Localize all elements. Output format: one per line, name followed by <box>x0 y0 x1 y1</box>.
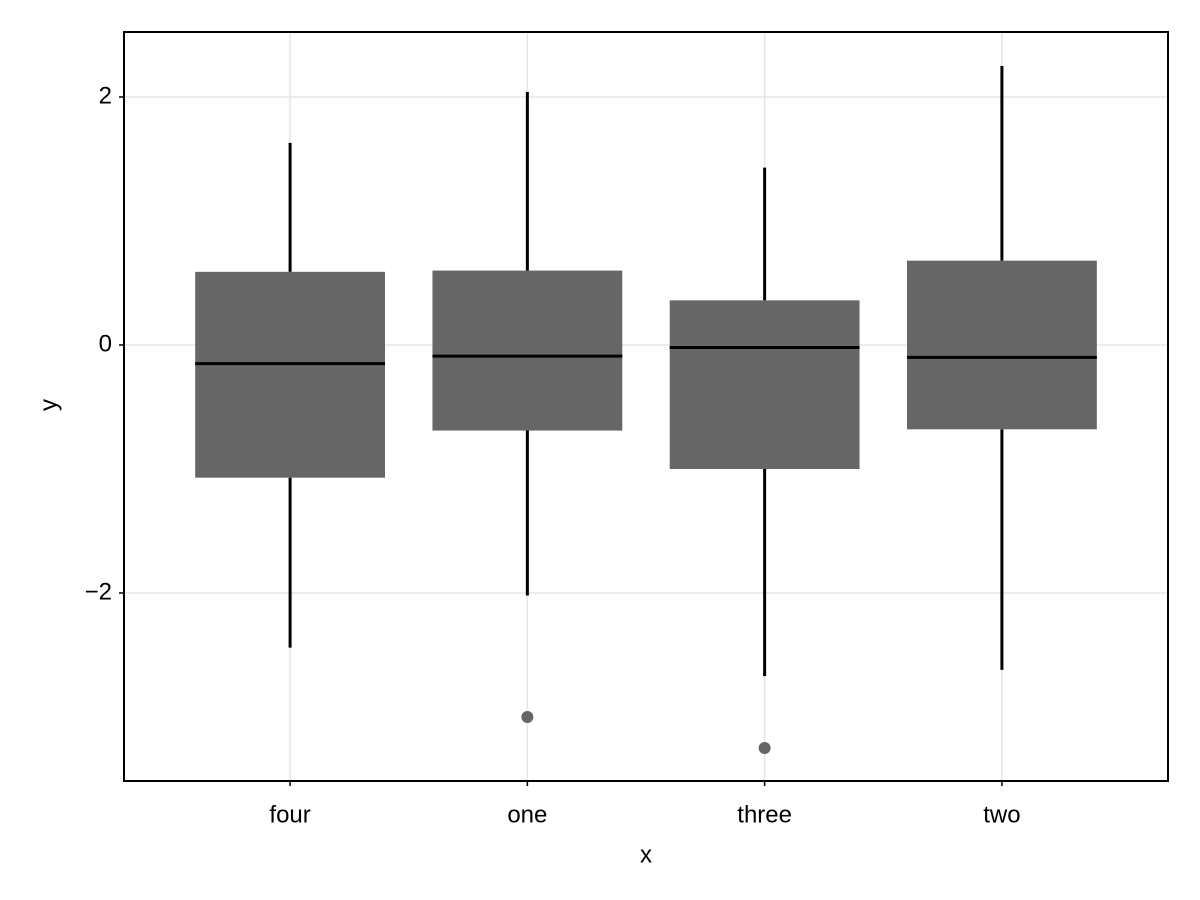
x-tick-label: two <box>983 801 1020 828</box>
box <box>907 260 1097 430</box>
x-tick-label: one <box>507 801 547 828</box>
box <box>432 270 623 431</box>
outlier <box>521 711 534 724</box>
x-tick-label: three <box>737 801 792 828</box>
x-axis-label: x <box>640 841 652 868</box>
outlier <box>758 742 771 755</box>
y-tick-label: 0 <box>99 330 112 357</box>
y-axis-label: y <box>35 399 62 411</box>
plot-frame <box>123 31 1169 782</box>
y-tick-label: −2 <box>85 578 112 605</box>
x-tick-label: four <box>269 801 310 828</box>
box <box>669 300 860 469</box>
box <box>195 271 385 478</box>
y-tick-label: 2 <box>99 82 112 109</box>
